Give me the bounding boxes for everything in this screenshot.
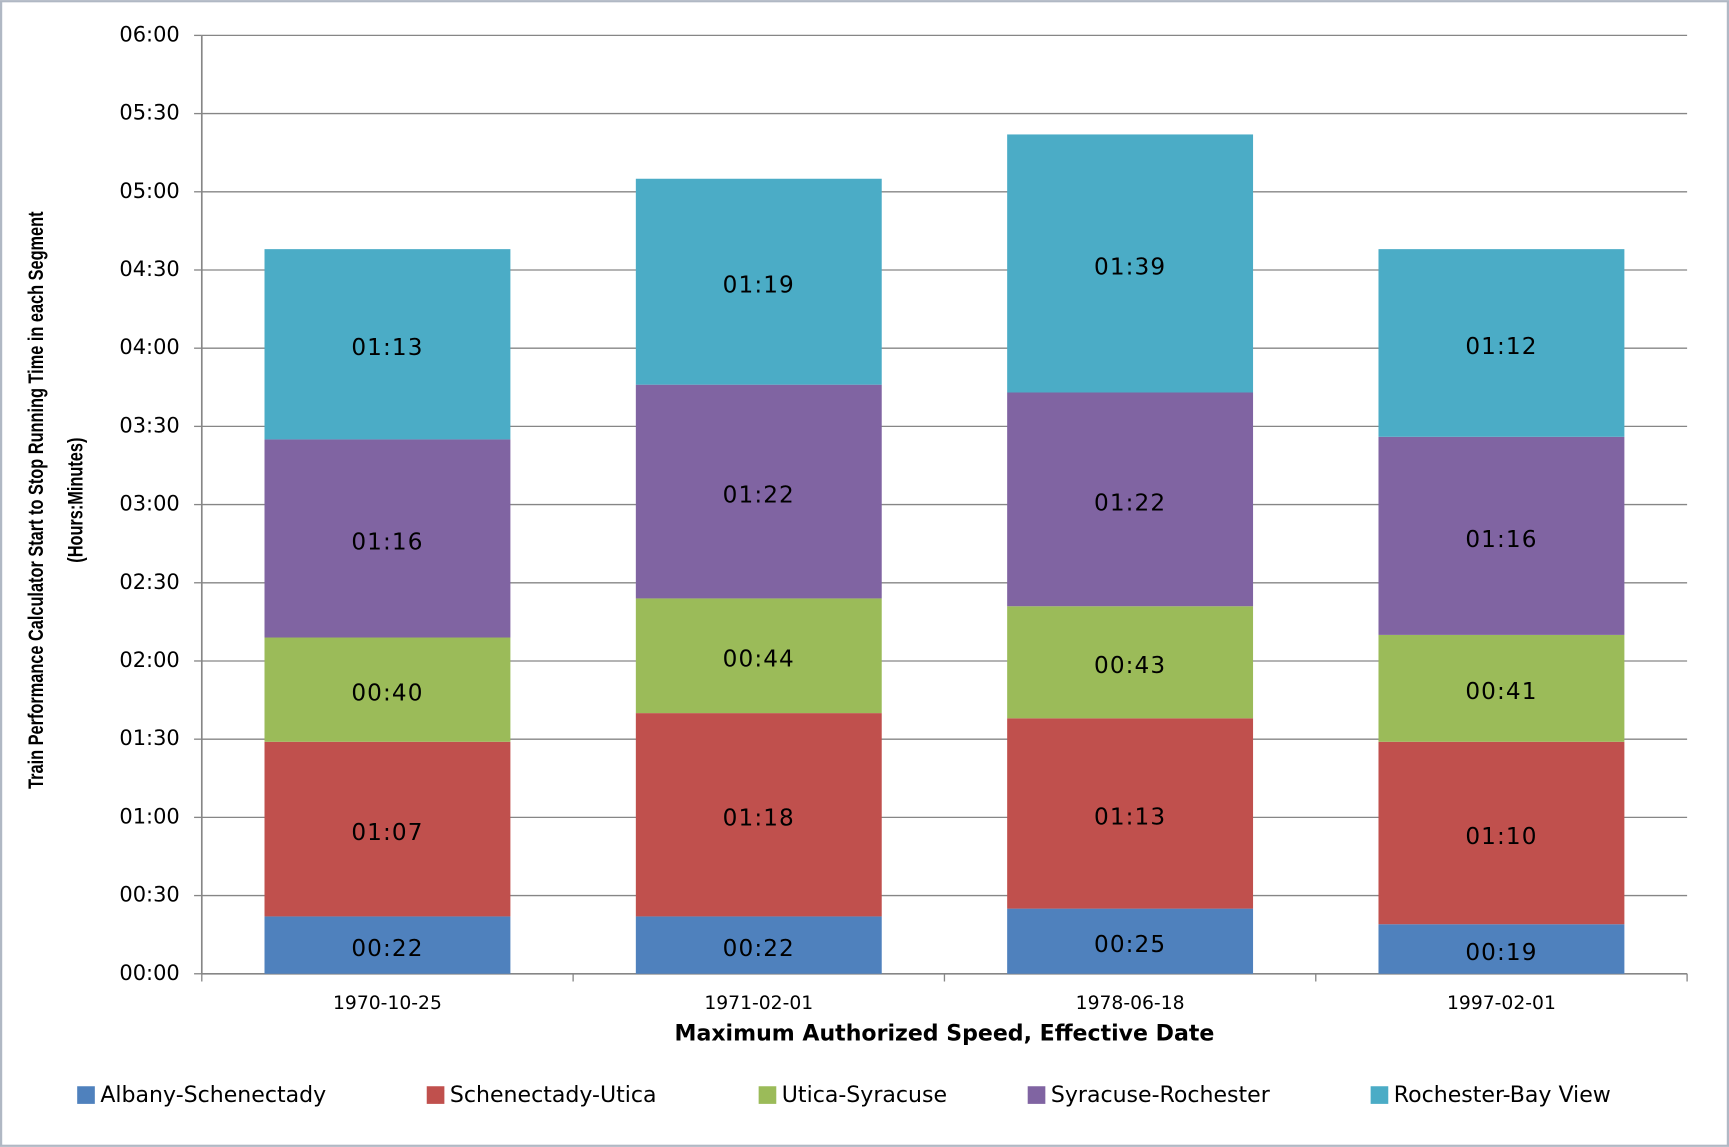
data-label: 00:25 [1094,932,1166,958]
legend-label: Utica-Syracuse [782,1083,947,1108]
data-label: 01:18 [723,806,795,832]
legend-swatch [758,1086,777,1104]
data-label: 00:19 [1465,940,1537,966]
data-label: 01:10 [1465,824,1537,850]
bar-segment [1007,606,1254,719]
data-label: 01:22 [723,482,795,508]
bar-segment [264,741,511,917]
bar-segment [1007,908,1254,974]
legend-label: Syracuse-Rochester [1051,1083,1271,1108]
bar-segment [1378,634,1625,742]
y-tick-label: 00:00 [119,961,179,985]
legend-label: Albany-Schenectady [100,1083,326,1108]
data-label: 01:12 [1465,334,1537,360]
y-tick-label: 04:00 [119,335,179,359]
data-label: 01:13 [1094,804,1166,830]
y-tick-label: 02:30 [119,570,179,594]
legend-label: Rochester-Bay View [1394,1083,1611,1108]
y-tick-label: 05:00 [119,179,179,203]
bar-segment [1007,134,1254,393]
x-tick-label: 1978-06-18 [1076,993,1185,1014]
x-tick-label: 1971-02-01 [704,993,813,1014]
x-tick-label: 1997-02-01 [1447,993,1556,1014]
bar-segment [264,637,511,742]
legend-label: Schenectady-Utica [450,1083,657,1108]
bar-segment [1007,718,1254,909]
bar-segment [264,249,511,440]
bar-segment [1378,741,1625,925]
data-label: 00:41 [1465,679,1537,705]
bar-segment [264,916,511,974]
y-tick-label: 03:30 [119,413,179,437]
bar-segment [1007,392,1254,607]
bar-segment [635,598,882,714]
y-tick-label: 05:30 [119,101,179,125]
y-tick-label: 03:00 [119,492,179,516]
bar-segment [1378,249,1625,437]
data-label: 01:39 [1094,254,1166,280]
data-label: 00:22 [351,936,423,962]
y-tick-label: 01:30 [119,726,179,750]
bar-segment [635,916,882,974]
data-label: 01:22 [1094,490,1166,516]
y-axis-label: (Hours:Minutes) [64,438,87,563]
data-label: 01:13 [351,335,423,361]
y-tick-label: 00:30 [119,883,179,907]
data-label: 01:16 [1465,527,1537,553]
bar-segment [635,384,882,599]
bar-segment [1378,436,1625,635]
data-label: 00:40 [351,681,423,707]
data-label: 01:07 [351,820,423,846]
data-label: 00:22 [723,936,795,962]
data-label: 00:44 [723,647,795,673]
bar-segment [1378,924,1625,974]
y-tick-label: 06:00 [119,22,179,46]
data-label: 01:19 [723,273,795,299]
bar-segment [635,713,882,917]
y-tick-label: 04:30 [119,257,179,281]
x-tick-label: 1970-10-25 [333,993,442,1014]
bar-segment [635,178,882,385]
data-label: 00:43 [1094,653,1166,679]
x-axis-label: Maximum Authorized Speed, Effective Date [675,1021,1215,1046]
y-tick-label: 01:00 [119,804,179,828]
data-label: 01:16 [351,529,423,555]
legend-swatch [77,1086,95,1104]
bar-segment [264,439,511,638]
legend-swatch [1370,1086,1389,1104]
legend-swatch [1027,1086,1046,1104]
y-axis-label: Train Performance Calculator Start to St… [24,211,47,789]
legend-swatch [426,1086,445,1104]
y-tick-label: 02:00 [119,648,179,672]
